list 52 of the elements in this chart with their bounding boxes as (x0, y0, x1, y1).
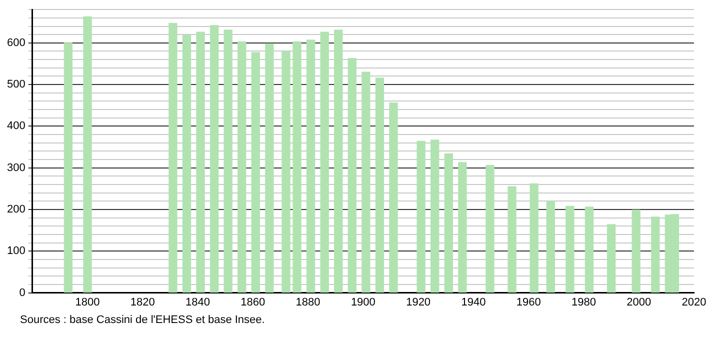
bar (651, 216, 660, 293)
y-tick-label: 0 (19, 286, 26, 299)
bar (282, 50, 290, 293)
bar (238, 41, 246, 293)
bar (320, 32, 329, 293)
x-tick-label: 1900 (350, 296, 376, 308)
x-tick-label: 1920 (406, 296, 431, 308)
x-tick-label: 2020 (682, 296, 706, 308)
bar (83, 16, 92, 293)
bar (430, 140, 440, 293)
bar (64, 42, 73, 293)
bar (508, 186, 516, 293)
bar (530, 183, 538, 293)
bar (306, 40, 316, 293)
x-tick-label: 1820 (130, 296, 155, 308)
x-tick-label: 1960 (516, 296, 541, 308)
bar (224, 30, 232, 293)
bar (632, 210, 640, 293)
bar (182, 34, 192, 293)
bar (265, 43, 274, 293)
bar (196, 32, 205, 293)
bar (375, 78, 384, 293)
x-tick-label: 1860 (240, 296, 266, 308)
bar (168, 23, 178, 293)
bar (251, 52, 260, 293)
x-tick-label: 1840 (186, 296, 210, 308)
y-tick-label: 500 (6, 78, 26, 91)
y-tick-label: 200 (6, 204, 26, 216)
bar (334, 30, 343, 293)
bar (584, 206, 594, 293)
y-tick-label: 600 (6, 36, 26, 49)
x-tick-label: 1800 (75, 296, 100, 308)
x-tick-label: 2000 (626, 296, 652, 308)
bar (389, 102, 398, 293)
bar (210, 25, 219, 293)
x-tick-label: 1880 (296, 296, 320, 308)
source-note: Sources : base Cassini de l'EHESS et base Insee. (19, 314, 266, 326)
bar (486, 165, 494, 293)
y-tick-label: 400 (6, 120, 26, 132)
bar (546, 200, 555, 293)
bar (444, 153, 453, 293)
bar (606, 224, 616, 293)
bar (566, 206, 574, 293)
x-tick-label: 1980 (571, 296, 596, 308)
y-tick-label: 300 (6, 162, 26, 174)
x-tick-label: 1940 (461, 296, 486, 308)
y-tick-label: 100 (6, 245, 26, 258)
bar (416, 140, 426, 293)
bar (458, 162, 467, 293)
bar (292, 41, 302, 293)
bar (348, 58, 356, 293)
bar (362, 72, 370, 293)
